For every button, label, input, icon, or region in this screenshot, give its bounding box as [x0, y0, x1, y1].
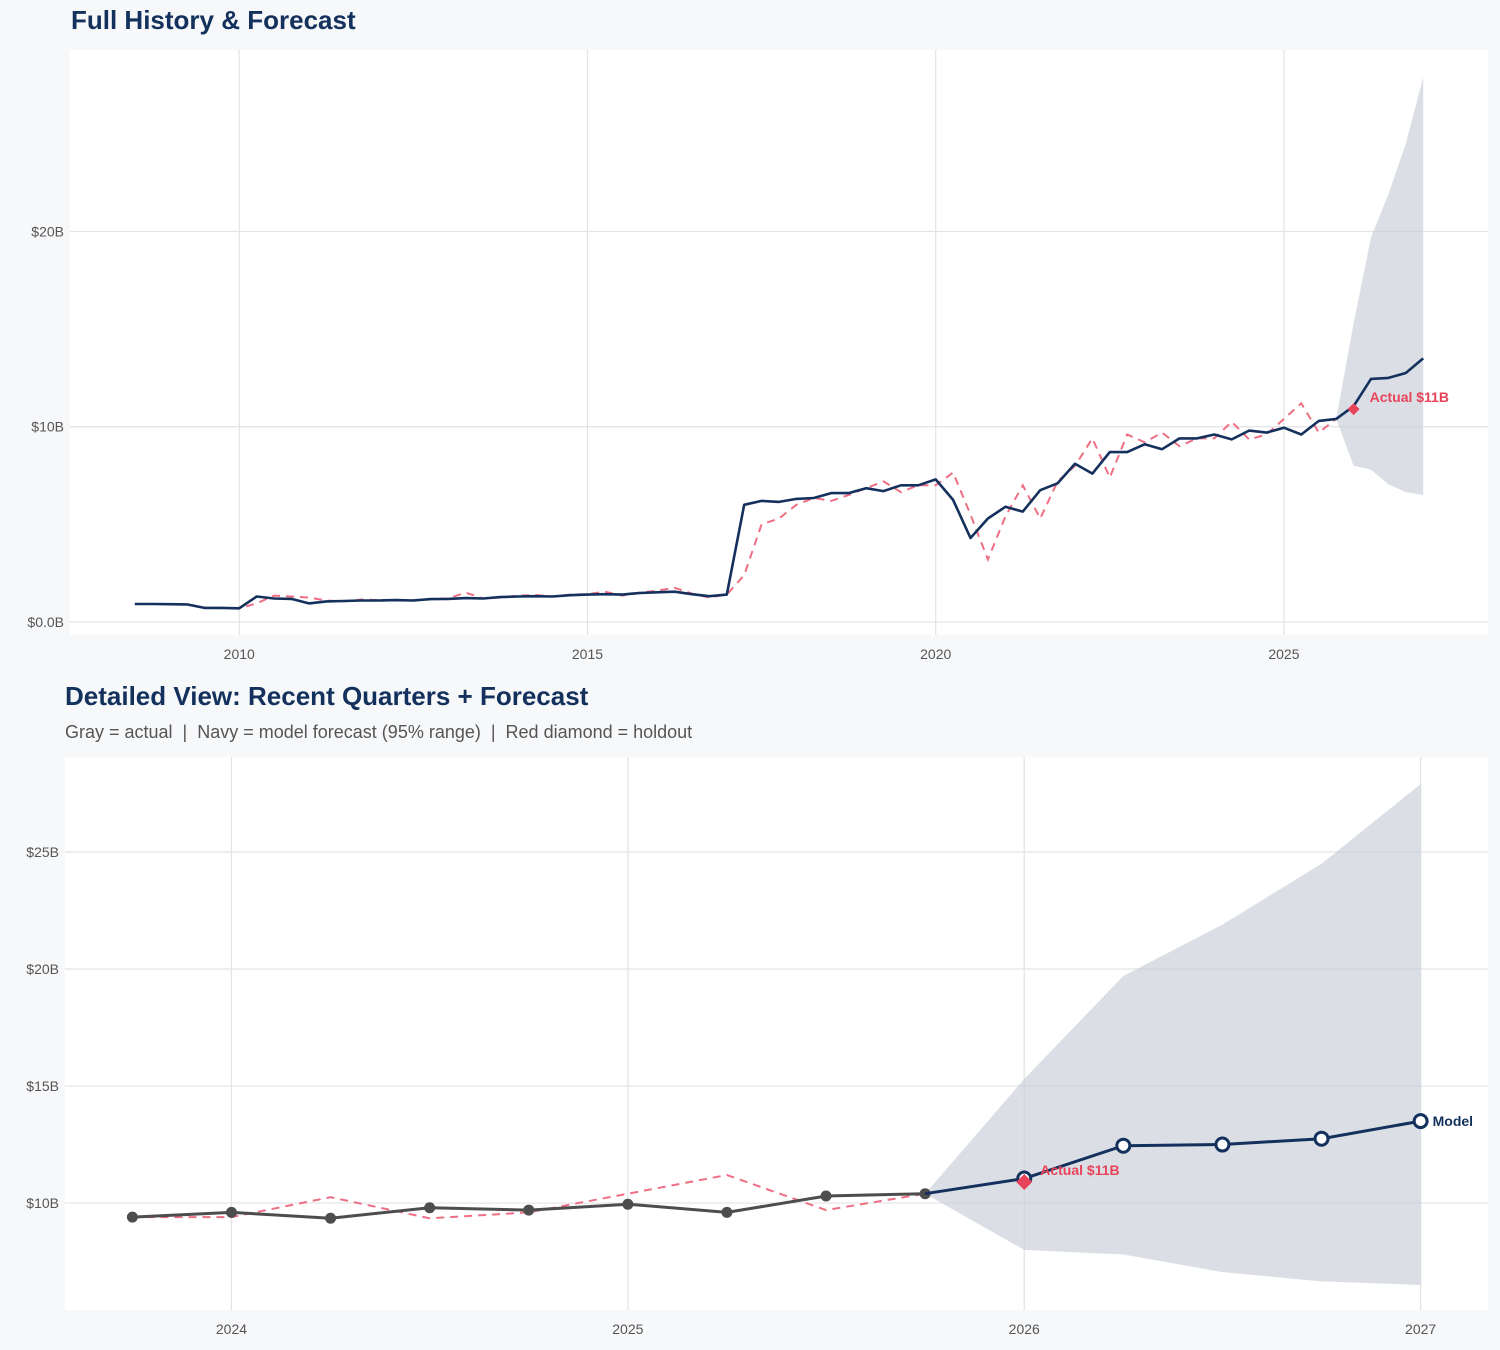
x-tick-label: 2025	[1268, 646, 1299, 662]
forecast-point	[1313, 1130, 1330, 1147]
actual-point	[622, 1198, 634, 1210]
actual-point	[820, 1190, 832, 1202]
holdout-diamond	[1016, 1173, 1033, 1190]
y-tick-label: $10B	[31, 419, 64, 435]
y-tick-label: $20B	[31, 224, 64, 240]
y-tick-label: $15B	[26, 1078, 59, 1094]
backtest-line	[204, 401, 1337, 610]
bottom-chart-title: Detailed View: Recent Quarters + Forecas…	[65, 681, 589, 711]
history-forecast-line	[134, 357, 1425, 610]
actual-point	[523, 1204, 535, 1216]
backtest-line	[132, 1173, 926, 1220]
actual-point	[721, 1206, 733, 1218]
x-tick-label: 2025	[612, 1321, 643, 1337]
plot-area	[70, 50, 1488, 635]
x-tick-label: 2015	[572, 646, 603, 662]
forecast-point	[1412, 1113, 1429, 1130]
y-tick-label: $25B	[26, 844, 59, 860]
top-chart-title: Full History & Forecast	[71, 5, 356, 35]
actual-point	[325, 1212, 337, 1224]
holdout-diamond	[1347, 403, 1360, 416]
y-tick-label: $20B	[26, 961, 59, 977]
x-tick-label: 2027	[1405, 1321, 1436, 1337]
forecast-interval-band	[1336, 77, 1424, 496]
x-tick-label: 2026	[1009, 1321, 1040, 1337]
forecast-point	[1115, 1137, 1132, 1154]
holdout-label: Actual $11B	[1370, 389, 1449, 405]
forecast-interval-band	[925, 784, 1421, 1285]
holdout-label: Actual $11B	[1040, 1162, 1119, 1178]
forecast-line	[924, 1119, 1421, 1196]
x-tick-label: 2010	[224, 646, 255, 662]
y-tick-label: $0.0B	[27, 614, 64, 630]
y-tick-label: $10B	[26, 1195, 59, 1211]
x-tick-label: 2024	[216, 1321, 247, 1337]
actual-point	[225, 1206, 237, 1218]
x-tick-label: 2020	[920, 646, 951, 662]
actual-point	[126, 1211, 138, 1223]
model-label: Model	[1433, 1113, 1473, 1129]
actual-point	[424, 1202, 436, 1214]
bottom-chart-subtitle: Gray = actual | Navy = model forecast (9…	[65, 722, 693, 742]
forecast-point	[1214, 1136, 1231, 1153]
